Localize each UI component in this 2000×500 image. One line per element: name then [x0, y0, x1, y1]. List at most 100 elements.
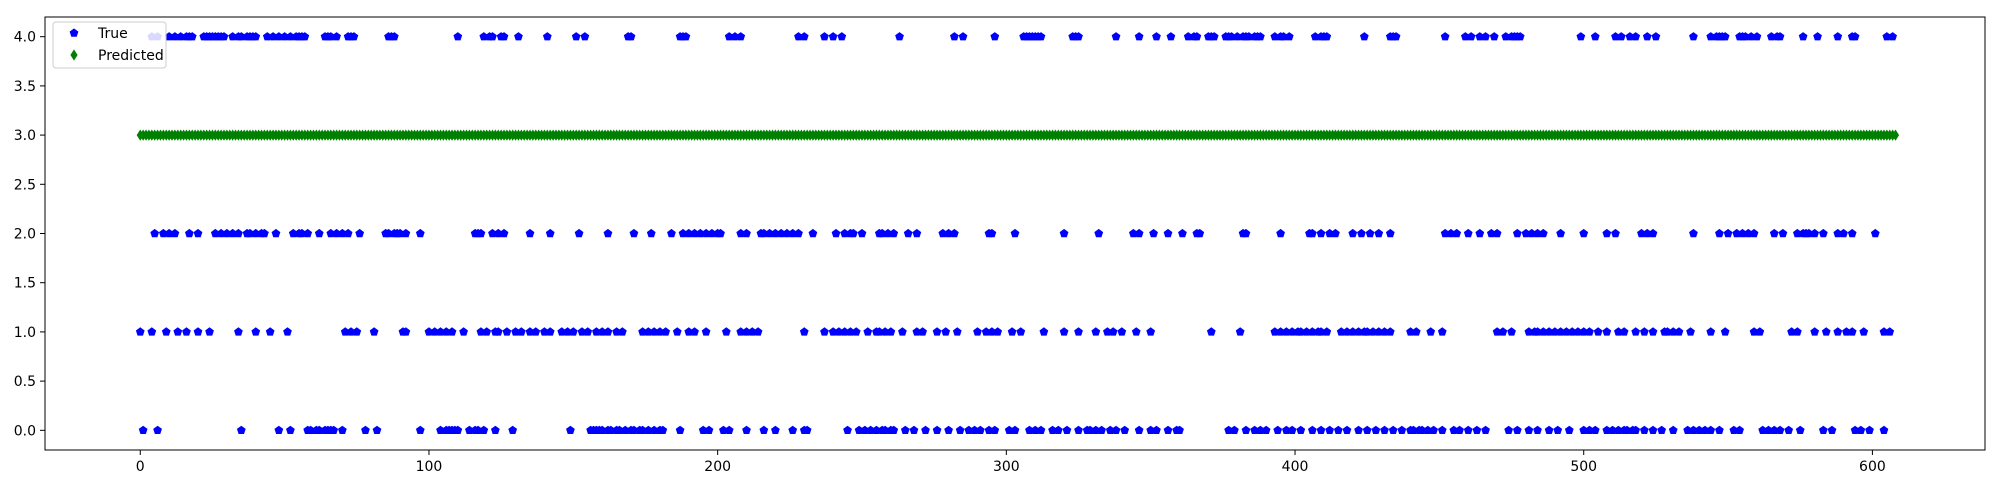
true-point [1735, 425, 1744, 435]
true-point [1504, 425, 1514, 435]
true-point [525, 327, 535, 336]
true-point [1787, 327, 1796, 336]
true-point [205, 327, 214, 336]
true-point [1475, 32, 1485, 41]
y-axis: 0.0 0.5 1.0 1.5 2.0 2.5 3.0 3.5 4.0 [14, 30, 45, 439]
true-point [1810, 228, 1820, 238]
true-point [854, 425, 864, 435]
true-point [1230, 425, 1239, 435]
true-point [1062, 425, 1072, 435]
true-point [542, 32, 552, 41]
true-point [1865, 425, 1874, 435]
true-point [1818, 228, 1828, 238]
true-point [1818, 425, 1828, 435]
true-point [1648, 327, 1658, 336]
true-point [1241, 425, 1251, 435]
true-point [944, 228, 953, 238]
true-point [401, 228, 411, 238]
true-point [1888, 32, 1897, 41]
true-point [1316, 327, 1326, 336]
true-point [958, 32, 968, 41]
true-point [384, 228, 393, 238]
true-point [1850, 425, 1860, 435]
true-point [1030, 425, 1040, 435]
true-point [286, 32, 295, 41]
true-point [1562, 327, 1571, 336]
true-point [182, 327, 191, 336]
true-point [964, 425, 974, 435]
true-point [499, 228, 509, 238]
true-point [603, 228, 613, 238]
true-point [918, 327, 927, 336]
true-point [667, 228, 676, 238]
true-point [1192, 32, 1202, 41]
true-point [684, 327, 694, 336]
true-point [1232, 32, 1242, 41]
true-point [1498, 327, 1508, 336]
true-point [1512, 425, 1522, 435]
true-point [950, 228, 959, 238]
true-point [274, 32, 284, 41]
true-point [863, 327, 873, 336]
true-point [716, 228, 725, 238]
true-point [1406, 327, 1415, 336]
true-point [1738, 228, 1747, 238]
true-point [1149, 228, 1158, 238]
x-tick-label: 300 [993, 459, 1020, 475]
true-point [176, 32, 186, 41]
true-point [840, 228, 850, 238]
true-point [828, 327, 838, 336]
true-point [1631, 425, 1641, 435]
true-point [1120, 425, 1130, 435]
true-point [251, 32, 261, 41]
true-point [1463, 228, 1473, 238]
true-point [675, 425, 685, 435]
legend: True Predicted [52, 21, 167, 69]
true-point [970, 425, 979, 435]
true-point [1579, 425, 1589, 435]
true-point [488, 32, 497, 41]
true-point [1611, 228, 1620, 238]
true-point [620, 425, 630, 435]
true-point [1879, 327, 1889, 336]
true-point [941, 327, 951, 336]
true-point [346, 327, 356, 336]
true-point [369, 327, 379, 336]
true-point [1648, 425, 1658, 435]
true-point [1752, 32, 1762, 41]
true-point [1322, 327, 1332, 336]
true-point [799, 327, 809, 336]
true-point [1368, 327, 1378, 336]
true-point [759, 425, 769, 435]
true-point [1625, 32, 1635, 41]
true-point [193, 228, 203, 238]
true-point [164, 228, 174, 238]
true-point [753, 327, 763, 336]
true-point [574, 228, 584, 238]
true-point [187, 32, 197, 41]
true-point [952, 327, 962, 336]
true-point [1879, 425, 1889, 435]
true-point [1533, 327, 1542, 336]
true-point [415, 228, 425, 238]
true-point [643, 327, 653, 336]
true-point [1527, 228, 1537, 238]
true-point [1544, 327, 1554, 336]
true-point [1354, 327, 1363, 336]
true-point [1273, 425, 1283, 435]
true-point [860, 425, 870, 435]
true-point [707, 228, 717, 238]
y-tick-label: 0.0 [14, 423, 36, 439]
true-point [1689, 425, 1698, 435]
true-point [1769, 425, 1779, 435]
true-point [1746, 32, 1756, 41]
true-point [1440, 228, 1450, 238]
true-point [1847, 327, 1857, 336]
true-point [843, 425, 852, 435]
y-tick-label: 1.5 [14, 276, 36, 292]
true-point [234, 327, 243, 336]
true-point [1524, 425, 1534, 435]
true-point [1134, 32, 1144, 41]
true-point [1134, 228, 1144, 238]
true-point [476, 228, 486, 238]
